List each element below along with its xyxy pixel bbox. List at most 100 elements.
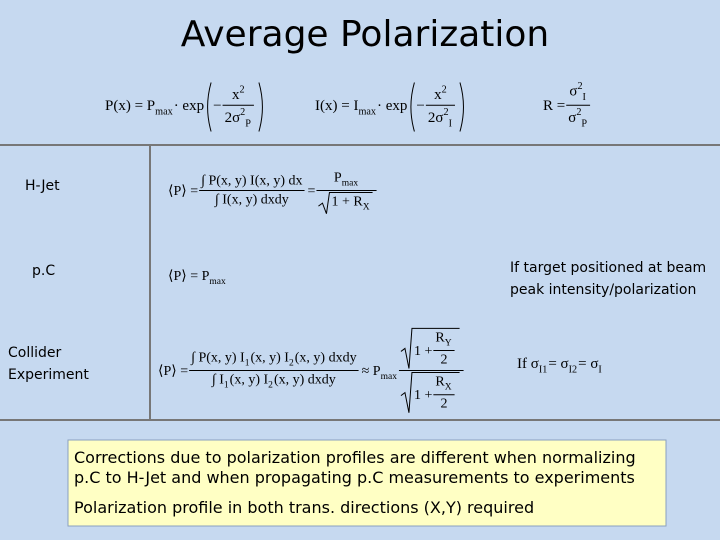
formula-text: 2 <box>577 81 582 92</box>
formula-text: I(x) = I <box>315 98 358 114</box>
formula-text: · exp <box>377 98 407 114</box>
formula-text: X <box>363 203 370 213</box>
formula-text: max <box>381 372 398 382</box>
formula-text: P(x) = P <box>105 98 155 114</box>
formula-text: − <box>416 98 424 114</box>
row-note: If target positioned at beam <box>510 260 706 276</box>
formula-text: ⟨P⟩ = <box>158 364 188 379</box>
radical <box>400 372 460 413</box>
formula-text: x <box>434 87 442 103</box>
box-text: Polarization profile in both trans. dire… <box>74 498 534 517</box>
parenthesis <box>410 82 415 132</box>
formula-text: 2 <box>239 84 244 95</box>
formula-text: 2 <box>576 107 581 118</box>
parenthesis <box>459 82 464 132</box>
formula-text: I <box>598 365 602 376</box>
formula-text: I <box>449 118 453 129</box>
formula-text: 2 <box>289 359 294 369</box>
slide-title: Average Polarization <box>181 14 550 55</box>
parenthesis <box>258 82 263 132</box>
formula-text: 1 + <box>414 388 433 403</box>
formula: ⟨P⟩ = ∫ P(x, y) I(x, y) dx ∫ I(x, y) dxdy… <box>168 170 377 214</box>
formula-text: max <box>358 107 376 118</box>
formula-text: ∫ P(x, y) I <box>190 350 245 365</box>
formula-text: R <box>435 375 445 390</box>
formula-text: σ <box>569 84 577 100</box>
formula-text: 2 <box>440 353 447 368</box>
formula-text: 2σ <box>428 110 444 126</box>
formula-text: 1 <box>245 359 250 369</box>
paren-group: − x 22σ 2P <box>213 84 254 129</box>
row-label: Collider <box>8 345 62 361</box>
formula-text: If σ <box>517 356 539 372</box>
numerator: ∫ P(x, y) I 1 (x, y) I 2 (x, y) dxdy <box>190 350 356 368</box>
formula-text: 2 <box>240 107 245 118</box>
denominator: 1 + R X 2 <box>400 372 460 413</box>
formula-text: 2 <box>440 397 447 412</box>
formula-text: (x, y) I <box>250 350 289 365</box>
formula-text: (x, y) dxdy <box>274 373 336 388</box>
formula-text: Y <box>445 339 452 349</box>
denominator: 2 <box>440 353 447 368</box>
denominator: 2σ 2P <box>225 107 252 129</box>
numerator: 1 + R Y 2 <box>400 327 460 369</box>
formula-text: I2 <box>569 365 578 376</box>
formula-text: 2 <box>443 107 448 118</box>
denominator: 2 <box>440 397 447 412</box>
denominator: σ 2P <box>568 107 587 129</box>
formula-text: (x, y) I <box>230 373 269 388</box>
formula-text: 2 <box>268 381 273 391</box>
box-text: p.C to H-Jet and when propagating p.C me… <box>74 468 635 487</box>
row-label: Experiment <box>8 367 89 383</box>
row-note: peak intensity/polarization <box>510 282 696 298</box>
formula-text: I <box>583 92 587 103</box>
denominator: ∫ I(x, y) dxdy <box>214 193 289 208</box>
formula-text: P <box>245 118 251 129</box>
numerator: σ 2I <box>569 81 586 103</box>
box-text: Corrections due to polarization profiles… <box>74 448 636 467</box>
formula-text: ≈ P <box>362 364 381 379</box>
formula-text: P <box>334 170 342 185</box>
formula-text: 2 <box>442 84 447 95</box>
formula-text: max <box>342 179 359 189</box>
parenthesis <box>207 82 212 132</box>
formula-text: X <box>445 383 452 393</box>
formula-text: · exp <box>174 98 204 114</box>
formula-text: (x, y) dxdy <box>295 350 357 365</box>
sqrt-group: 1 + R X 2 <box>414 375 455 412</box>
row-label: H-Jet <box>25 178 60 194</box>
formula-text: x <box>232 87 240 103</box>
denominator: ∫ I 1 (x, y) I 2 (x, y) dxdy <box>211 373 336 391</box>
formula-text: 1 + R <box>331 195 363 210</box>
formula-text: 1 + <box>414 344 433 359</box>
formula: ⟨P⟩ = ∫ P(x, y) I 1 (x, y) I 2 (x, y) dxdy∫ … <box>158 327 464 413</box>
formula-text: 2σ <box>225 110 241 126</box>
formula-text: R <box>435 330 445 345</box>
formula-text: max <box>155 107 173 118</box>
formula-text: = <box>308 184 316 199</box>
formula-text: = σ <box>578 356 598 372</box>
denominator: 2σ 2I <box>428 107 453 129</box>
radical <box>318 192 373 214</box>
formula-text: ∫ I(x, y) dxdy <box>214 193 289 208</box>
formula-text: ⟨P⟩ = P <box>168 269 210 284</box>
paren-group: − x 22σ 2I <box>416 84 455 129</box>
radical <box>400 327 460 369</box>
formula-text: R = <box>543 98 565 114</box>
formula-text: max <box>209 277 226 287</box>
formula-text: ∫ I <box>211 373 224 388</box>
sqrt-group: 1 + R Y 2 <box>414 330 455 368</box>
note-box <box>67 439 667 527</box>
